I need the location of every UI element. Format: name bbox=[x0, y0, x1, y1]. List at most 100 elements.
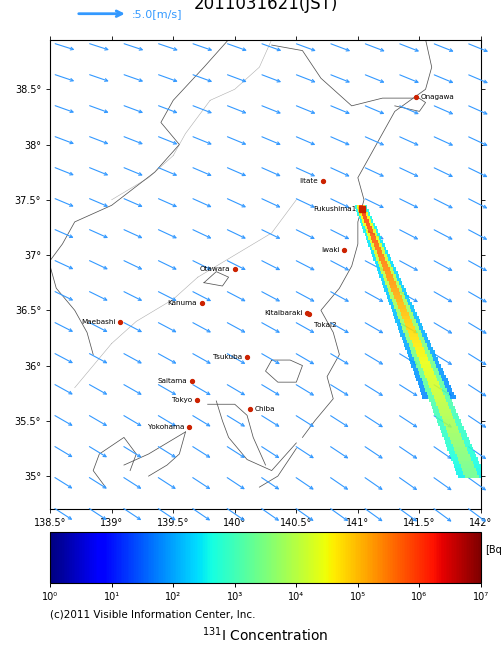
Polygon shape bbox=[412, 340, 416, 343]
Polygon shape bbox=[377, 250, 379, 254]
Polygon shape bbox=[405, 323, 409, 326]
Polygon shape bbox=[427, 343, 431, 347]
Polygon shape bbox=[359, 206, 361, 209]
Polygon shape bbox=[375, 246, 378, 250]
Polygon shape bbox=[417, 354, 422, 357]
Polygon shape bbox=[422, 333, 426, 337]
Polygon shape bbox=[434, 360, 439, 364]
Polygon shape bbox=[369, 226, 372, 229]
Polygon shape bbox=[379, 250, 382, 254]
Polygon shape bbox=[420, 351, 425, 354]
Polygon shape bbox=[437, 420, 443, 423]
Text: Kanuma: Kanuma bbox=[167, 300, 196, 306]
Polygon shape bbox=[367, 240, 370, 243]
Polygon shape bbox=[413, 343, 418, 347]
Polygon shape bbox=[432, 392, 438, 395]
Text: Kitaibaraki: Kitaibaraki bbox=[264, 310, 303, 316]
Polygon shape bbox=[445, 409, 450, 413]
Polygon shape bbox=[450, 437, 456, 440]
Polygon shape bbox=[371, 229, 373, 233]
Text: Iitate: Iitate bbox=[300, 178, 319, 184]
Polygon shape bbox=[460, 447, 467, 451]
Polygon shape bbox=[405, 312, 409, 316]
Polygon shape bbox=[366, 223, 368, 226]
Polygon shape bbox=[423, 382, 428, 385]
Polygon shape bbox=[431, 354, 436, 357]
Polygon shape bbox=[379, 237, 381, 240]
Polygon shape bbox=[445, 385, 451, 388]
Polygon shape bbox=[410, 316, 414, 320]
Polygon shape bbox=[398, 326, 402, 330]
Polygon shape bbox=[433, 409, 439, 413]
Polygon shape bbox=[376, 237, 379, 240]
Polygon shape bbox=[446, 399, 451, 402]
Polygon shape bbox=[470, 471, 477, 474]
Polygon shape bbox=[382, 281, 385, 285]
Polygon shape bbox=[453, 430, 459, 433]
Polygon shape bbox=[397, 278, 401, 281]
Polygon shape bbox=[415, 374, 420, 378]
Polygon shape bbox=[458, 457, 464, 461]
Polygon shape bbox=[433, 382, 439, 385]
Polygon shape bbox=[378, 254, 381, 257]
Polygon shape bbox=[445, 440, 451, 444]
Polygon shape bbox=[373, 229, 376, 233]
Polygon shape bbox=[427, 378, 432, 382]
Polygon shape bbox=[364, 219, 367, 223]
Polygon shape bbox=[421, 364, 426, 368]
Polygon shape bbox=[402, 326, 406, 330]
Polygon shape bbox=[381, 254, 384, 257]
Polygon shape bbox=[416, 351, 420, 354]
Polygon shape bbox=[376, 264, 379, 268]
Polygon shape bbox=[430, 402, 436, 406]
Polygon shape bbox=[423, 368, 428, 371]
Polygon shape bbox=[390, 285, 394, 288]
Polygon shape bbox=[410, 337, 415, 340]
Polygon shape bbox=[440, 426, 446, 430]
Polygon shape bbox=[394, 316, 398, 320]
Polygon shape bbox=[397, 312, 401, 316]
Polygon shape bbox=[372, 233, 375, 237]
Polygon shape bbox=[472, 474, 479, 478]
Polygon shape bbox=[436, 416, 442, 420]
Polygon shape bbox=[459, 430, 465, 433]
Polygon shape bbox=[362, 209, 364, 212]
Polygon shape bbox=[363, 223, 366, 226]
Polygon shape bbox=[359, 212, 362, 215]
Polygon shape bbox=[410, 360, 415, 364]
Polygon shape bbox=[425, 360, 430, 364]
Polygon shape bbox=[422, 354, 427, 357]
Polygon shape bbox=[386, 268, 390, 271]
Polygon shape bbox=[401, 302, 404, 306]
Polygon shape bbox=[374, 226, 377, 229]
Polygon shape bbox=[359, 215, 361, 219]
Polygon shape bbox=[397, 285, 400, 288]
Polygon shape bbox=[374, 237, 376, 240]
Polygon shape bbox=[365, 233, 367, 237]
Polygon shape bbox=[436, 374, 441, 378]
Polygon shape bbox=[450, 423, 456, 426]
Polygon shape bbox=[442, 416, 447, 420]
Polygon shape bbox=[416, 330, 421, 333]
Polygon shape bbox=[425, 351, 430, 354]
Polygon shape bbox=[432, 406, 437, 409]
Polygon shape bbox=[427, 354, 431, 357]
Polygon shape bbox=[410, 347, 414, 351]
Polygon shape bbox=[471, 457, 478, 461]
Polygon shape bbox=[376, 229, 378, 233]
Polygon shape bbox=[394, 295, 398, 299]
Polygon shape bbox=[391, 278, 394, 281]
Polygon shape bbox=[367, 219, 369, 223]
Polygon shape bbox=[371, 219, 373, 223]
Text: Otawara: Otawara bbox=[199, 266, 230, 272]
Polygon shape bbox=[428, 395, 433, 399]
Polygon shape bbox=[410, 306, 414, 309]
Polygon shape bbox=[409, 357, 414, 360]
Polygon shape bbox=[368, 212, 370, 215]
Polygon shape bbox=[417, 323, 422, 326]
Polygon shape bbox=[363, 206, 365, 209]
Polygon shape bbox=[428, 368, 433, 371]
Text: Tokai2: Tokai2 bbox=[314, 322, 336, 328]
Polygon shape bbox=[377, 233, 380, 237]
Polygon shape bbox=[381, 246, 384, 250]
